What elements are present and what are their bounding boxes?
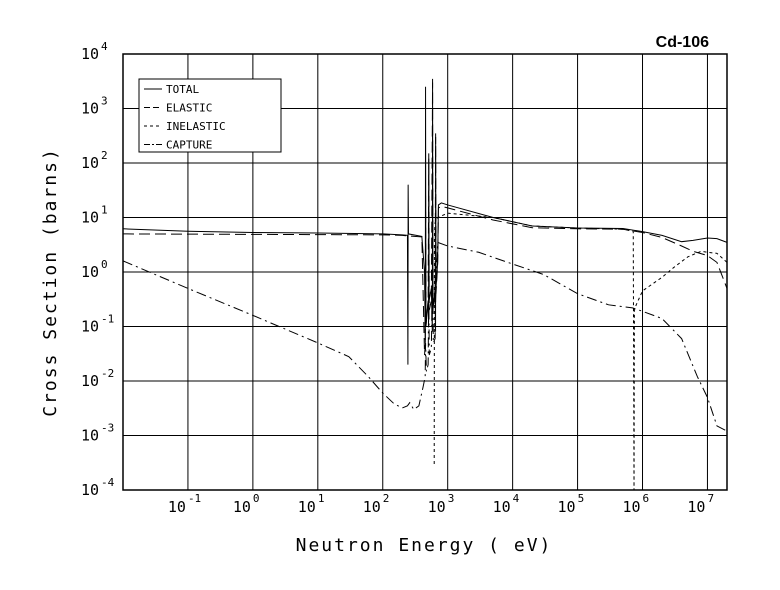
chart-title: Cd-106 [656,34,709,51]
x-tick-exponent: 6 [643,492,650,505]
y-tick-label: 10 [81,427,99,445]
x-tick-exponent: 7 [707,492,714,505]
y-tick-label: 10 [81,100,99,118]
x-tick-label: 10 [622,498,640,516]
y-tick-label: 10 [81,209,99,227]
x-tick-label: 10 [493,498,511,516]
x-axis-title: Neutron Energy ( eV) [296,535,553,556]
y-tick-exponent: -2 [101,367,114,380]
y-tick-exponent: 3 [101,95,108,108]
plot-frame [122,53,728,491]
y-tick-label: 10 [81,372,99,390]
legend-label-capture: CAPTURE [166,139,212,152]
legend-label-elastic: ELASTIC [166,102,212,115]
x-tick-exponent: 2 [383,492,390,505]
legend-box [138,78,282,153]
y-tick-label: 10 [81,263,99,281]
y-tick-exponent: 0 [101,258,108,271]
x-tick-label: 10 [558,498,576,516]
x-tick-exponent: -1 [188,492,201,505]
x-tick-label: 10 [298,498,316,516]
x-tick-label: 10 [233,498,251,516]
x-tick-label: 10 [168,498,186,516]
x-tick-label: 10 [363,498,381,516]
x-tick-exponent: 0 [253,492,260,505]
x-tick-exponent: 5 [578,492,585,505]
y-tick-exponent: -1 [101,313,114,326]
series-capture-line [122,241,728,432]
y-tick-label: 10 [81,154,99,172]
y-tick-exponent: 4 [101,40,108,53]
legend-label-inelastic: INELASTIC [166,120,226,133]
x-tick-label: 10 [428,498,446,516]
x-tick-exponent: 4 [513,492,520,505]
x-tick-exponent: 1 [318,492,325,505]
y-tick-label: 10 [81,318,99,336]
y-tick-exponent: 2 [101,149,108,162]
y-axis-title: Cross Section (barns) [40,147,61,417]
y-tick-label: 10 [81,481,99,499]
legend-label-total: TOTAL [166,83,199,96]
y-tick-exponent: -3 [101,422,114,435]
x-tick-exponent: 3 [448,492,455,505]
series-inelastic-line [433,212,728,491]
y-tick-exponent: 1 [101,204,108,217]
y-tick-label: 10 [81,45,99,63]
legend: TOTAL ELASTIC INELASTIC CAPTURE [138,78,282,153]
x-axis-tick-labels: 10 -1 10 0 10 1 10 2 10 3 10 4 10 5 10 6 10 7 [168,492,714,516]
y-tick-exponent: -4 [101,476,115,489]
x-tick-label: 10 [687,498,705,516]
